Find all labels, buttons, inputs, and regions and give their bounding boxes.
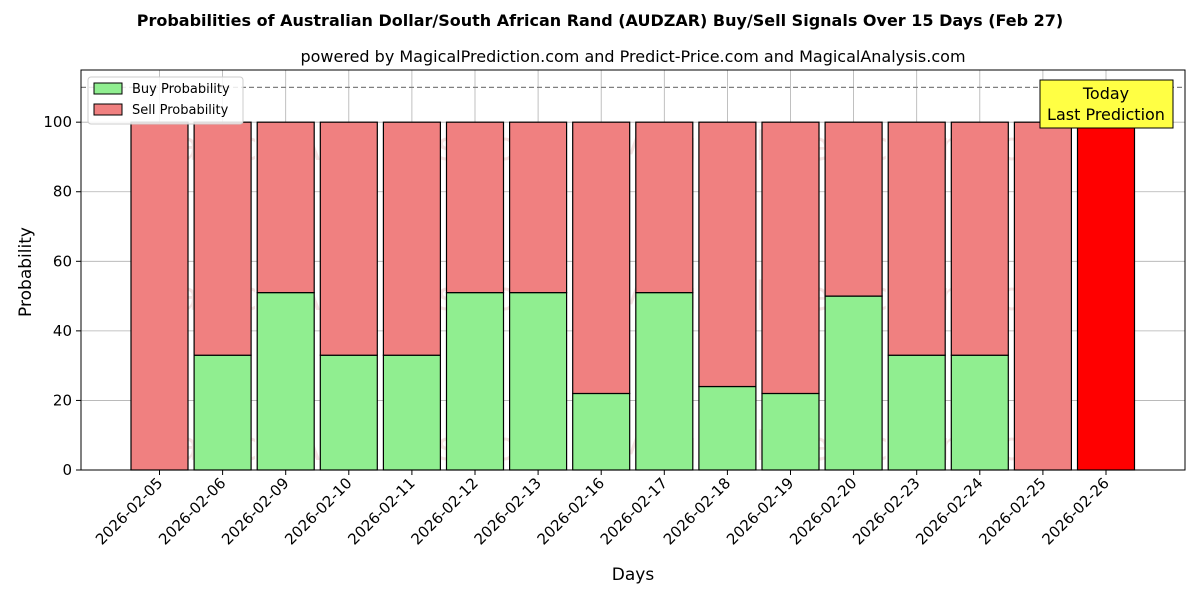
x-tick-label: 2026-02-18 xyxy=(660,474,734,548)
plot-frame xyxy=(80,69,1186,471)
sell-bar xyxy=(256,121,315,294)
x-tick-label: 2026-02-10 xyxy=(281,474,355,548)
sell-bar xyxy=(445,121,505,294)
x-tick-label: 2026-02-26 xyxy=(1038,474,1112,548)
buy-bar xyxy=(193,354,252,471)
buy-bar xyxy=(256,292,315,471)
legend-swatch xyxy=(93,82,123,95)
y-tick-label: 60 xyxy=(53,252,72,270)
sell-bar xyxy=(887,121,946,356)
x-tick-label: 2026-02-23 xyxy=(849,474,923,548)
buy-bar xyxy=(445,292,505,471)
sell-bar xyxy=(193,121,252,356)
legend: Buy Probability Sell Probability xyxy=(87,76,244,125)
buy-bar xyxy=(509,292,568,471)
buy-bar xyxy=(698,385,757,471)
y-tick-label: 80 xyxy=(53,183,72,201)
x-tick-label: 2026-02-25 xyxy=(975,474,1049,548)
sell-bar xyxy=(950,121,1009,356)
legend-box xyxy=(87,76,244,125)
annotation-text: Today xyxy=(1082,84,1129,103)
buy-bar xyxy=(635,292,694,471)
today-annotation: Today Last Prediction xyxy=(1039,79,1174,129)
sell-bar xyxy=(509,121,568,294)
y-tick-label: 40 xyxy=(53,322,72,340)
x-tick-label: 2026-02-16 xyxy=(534,474,608,548)
sell-bar xyxy=(382,121,441,356)
x-tick-label: 2026-02-12 xyxy=(407,474,481,548)
legend-label: Sell Probability xyxy=(132,103,229,118)
sell-bar xyxy=(635,121,694,294)
x-tick-label: 2026-02-05 xyxy=(92,474,166,548)
annotation-box xyxy=(1039,79,1174,129)
buy-bar xyxy=(319,354,378,471)
x-tick-label: 2026-02-20 xyxy=(786,474,860,548)
y-tick-label: 100 xyxy=(43,113,72,131)
x-tick-label: 2026-02-19 xyxy=(723,474,797,548)
x-tick-label: 2026-02-11 xyxy=(344,474,418,548)
sell-bar xyxy=(572,121,631,395)
buy-bar xyxy=(761,392,820,471)
chart-title: Probabilities of Australian Dollar/South… xyxy=(137,11,1064,30)
x-tick-label: 2026-02-13 xyxy=(471,474,545,548)
x-tick-label: 2026-02-06 xyxy=(155,474,229,548)
buy-bar xyxy=(382,354,441,471)
buy-bar xyxy=(950,354,1009,471)
sell-bar xyxy=(698,121,757,388)
sell-bar xyxy=(1013,121,1073,471)
sell-bar xyxy=(1076,121,1136,471)
plot-area: MagicalAnalysis.comMagicalPrediction.com… xyxy=(43,69,1186,548)
annotation-text: Last Prediction xyxy=(1047,105,1165,124)
buy-bar xyxy=(887,354,946,471)
sell-bar xyxy=(824,121,883,297)
buy-bar xyxy=(572,392,631,471)
sell-bar xyxy=(761,121,820,395)
y-tick-label: 20 xyxy=(53,391,72,409)
legend-swatch xyxy=(93,103,123,116)
sell-bar xyxy=(319,121,378,356)
chart-subtitle: powered by MagicalPrediction.com and Pre… xyxy=(300,47,965,66)
sell-bar xyxy=(130,121,189,471)
x-axis-label: Days xyxy=(612,565,655,585)
x-tick-label: 2026-02-17 xyxy=(597,474,671,548)
buy-bar xyxy=(824,295,883,471)
x-tick-label: 2026-02-24 xyxy=(912,474,986,548)
legend-label: Buy Probability xyxy=(132,82,230,97)
x-tick-label: 2026-02-09 xyxy=(218,474,292,548)
y-tick-label: 0 xyxy=(62,461,72,479)
y-axis-label: Probability xyxy=(16,227,36,317)
